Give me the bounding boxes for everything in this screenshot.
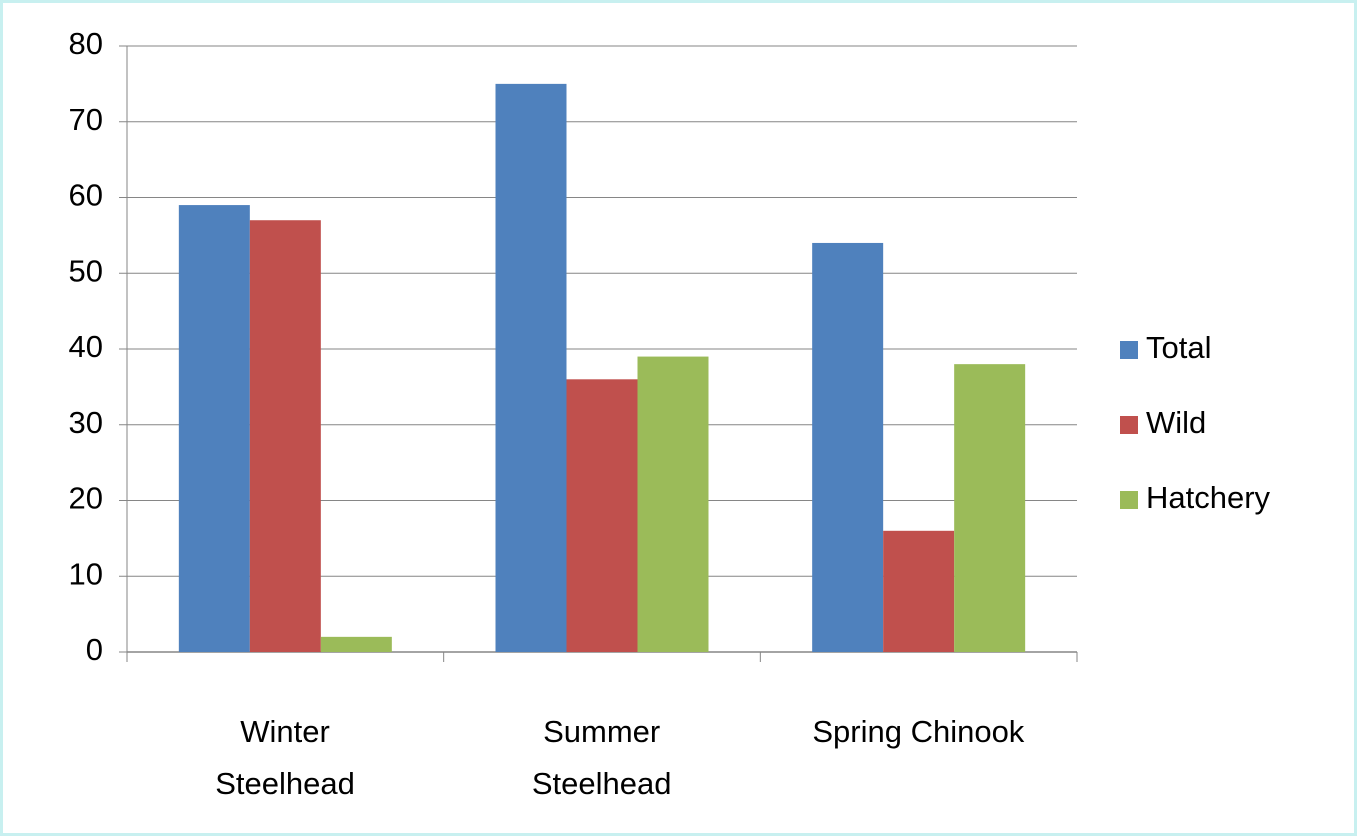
y-tick-label: 20 [69,481,103,516]
bar [178,205,250,652]
y-tick-label: 50 [69,253,103,288]
legend-swatch [1120,341,1138,359]
x-tick-label: Spring Chinook [812,714,1025,749]
legend-label: Hatchery [1146,480,1271,515]
y-tick-label: 60 [69,178,103,213]
bar [249,220,321,652]
bar [566,379,638,652]
y-tick-label: 30 [69,405,103,440]
legend-label: Total [1146,330,1211,365]
y-tick-label: 70 [69,102,103,137]
bar [812,242,884,652]
bar [495,83,567,652]
bar [883,530,955,652]
legend-swatch [1120,491,1138,509]
chart-svg: 0 10 20 30 40 50 60 70 80 Total Wild Hatchery [69,26,1271,667]
bar [320,636,392,652]
legend-swatch [1120,416,1138,434]
bar [954,364,1026,652]
x-tick-label: Summer Steelhead [531,714,672,801]
x-tick-label: Winter Steelhead [215,714,355,801]
y-tick-label: 80 [69,26,103,61]
legend-label: Wild [1146,405,1206,440]
y-tick-label: 0 [86,632,103,667]
y-tick-label: 40 [69,329,103,364]
y-tick-label: 10 [69,556,103,591]
bar [637,356,709,652]
